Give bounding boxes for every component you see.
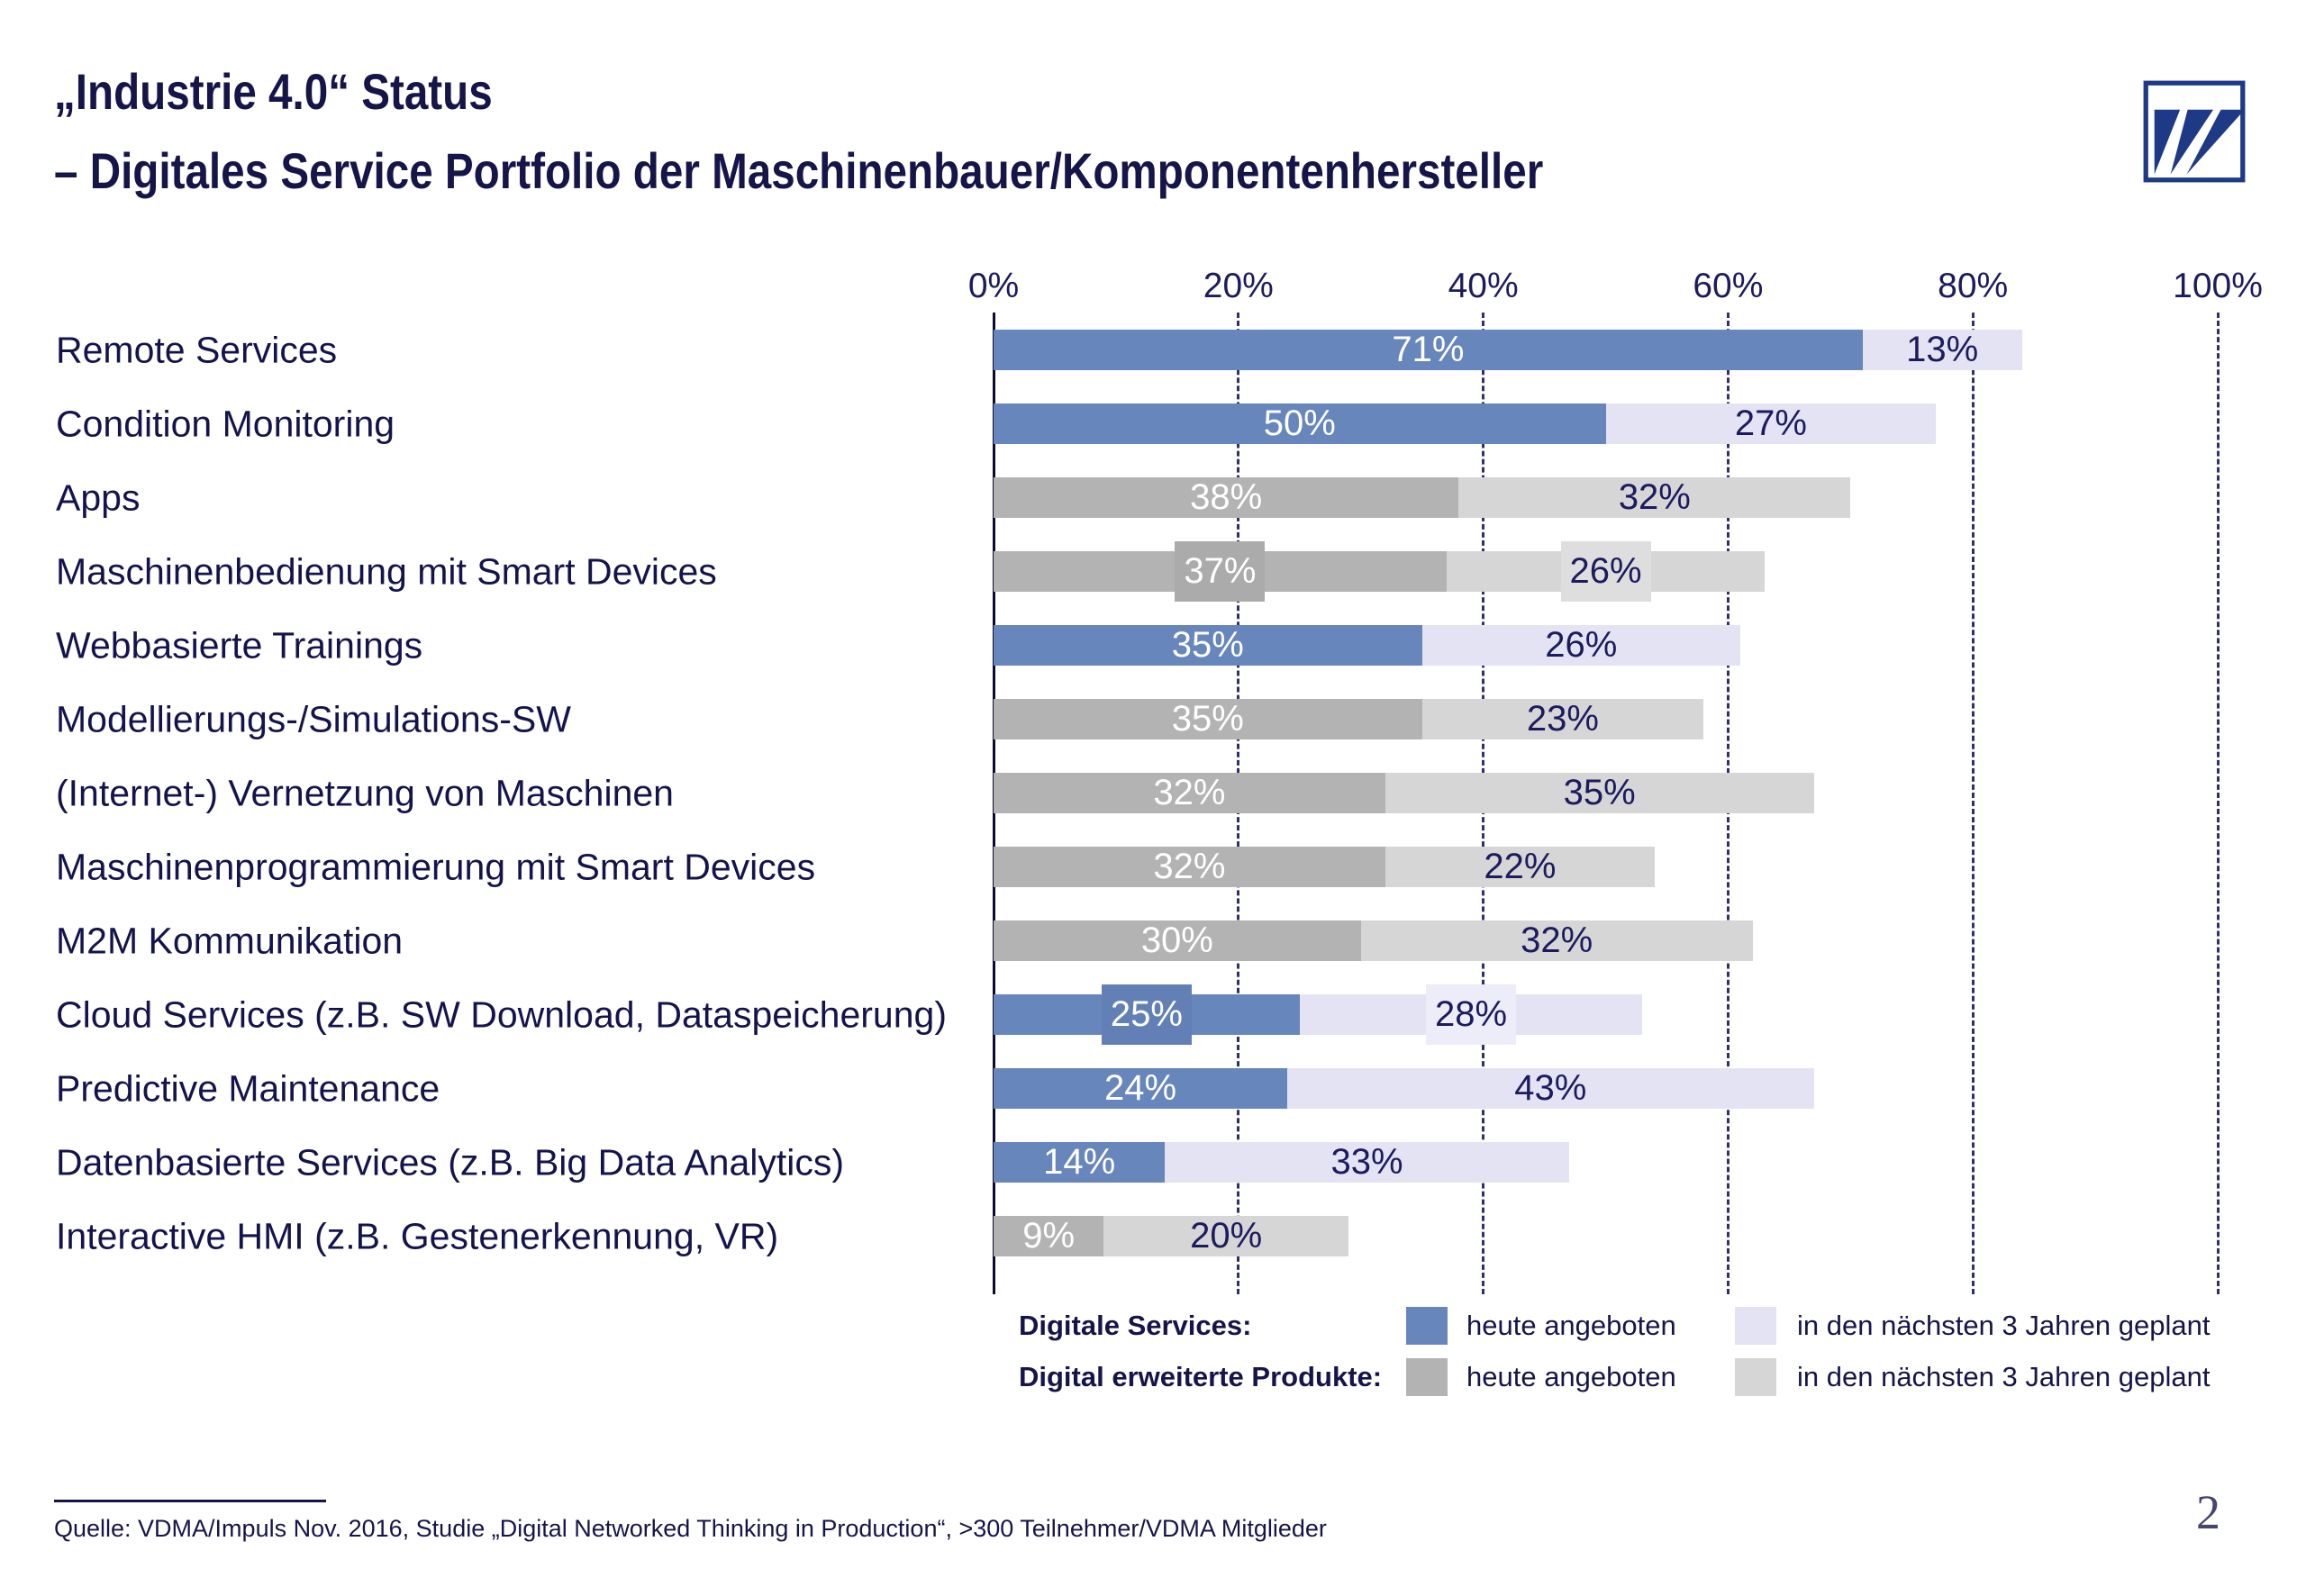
category-label: Maschinenprogrammierung mit Smart Device…	[56, 846, 816, 887]
bar-segment-planned	[1421, 625, 1740, 666]
bar-segment-planned	[1103, 1216, 1349, 1256]
bar-value-label-today: 35%	[1171, 625, 1244, 665]
legend-swatch	[1735, 1358, 1776, 1396]
legend-swatch	[1735, 1307, 1776, 1345]
legend-item-label: heute angeboten	[1466, 1310, 1676, 1341]
bar-segment-planned	[1421, 699, 1704, 739]
bar-value-label-today: 25%	[1110, 994, 1183, 1034]
bar-segment-today	[994, 1068, 1288, 1109]
bar-segment-planned	[1862, 330, 2022, 370]
category-label: Predictive Maintenance	[56, 1067, 440, 1109]
bar-segment-today	[994, 1216, 1104, 1256]
bar-segment-today	[994, 477, 1459, 518]
slide-title-line2: – Digitales Service Portfolio der Maschi…	[54, 142, 1544, 199]
category-label: Maschinenbedienung mit Smart Devices	[56, 550, 717, 592]
bar-value-label-today: 9%	[1022, 1216, 1076, 1256]
bar-value-label-planned: 43%	[1514, 1068, 1587, 1108]
bar-value-label-planned: 32%	[1618, 477, 1691, 517]
bar-value-label-planned: 22%	[1484, 847, 1557, 886]
data-label-box-today	[1175, 541, 1266, 602]
legend-group-label: Digitale Services:	[1019, 1310, 1252, 1341]
bar-segment-today	[994, 920, 1361, 961]
bar-value-label-today: 30%	[1140, 920, 1213, 960]
bar-value-label-today: 71%	[1392, 330, 1465, 369]
legend-swatch	[1406, 1307, 1448, 1345]
bar-segment-planned	[1458, 477, 1851, 518]
bar-segment-planned	[1165, 1142, 1569, 1183]
category-label: Cloud Services (z.B. SW Download, Datasp…	[56, 993, 947, 1035]
category-label: (Internet-) Vernetzung von Maschinen	[56, 772, 674, 813]
bar-segment-planned	[1385, 847, 1655, 887]
bar-segment-today	[994, 847, 1385, 887]
bar-segment-today	[994, 625, 1422, 666]
data-label-box-today	[1101, 984, 1192, 1045]
bar-value-label-today: 50%	[1263, 404, 1336, 443]
bar-segment-today	[994, 699, 1422, 739]
legend-item-label: heute angeboten	[1466, 1361, 1676, 1392]
bar-value-label-planned: 20%	[1190, 1216, 1263, 1256]
bar-value-label-planned: 13%	[1906, 330, 1979, 369]
vdma-logo	[2143, 80, 2246, 183]
gridline-80%	[1971, 313, 1975, 1294]
axis-tick-label: 60%	[1693, 267, 1764, 305]
bar-value-label-today: 35%	[1171, 699, 1244, 739]
bar-value-label-planned: 27%	[1734, 404, 1807, 443]
category-label: Remote Services	[56, 329, 338, 370]
bar-value-label-today: 24%	[1104, 1068, 1177, 1108]
bar-value-label-planned: 32%	[1521, 920, 1593, 960]
category-label: Modellierungs-/Simulations-SW	[56, 698, 571, 739]
bar-value-label-today: 32%	[1153, 847, 1226, 886]
slide-title: „Industrie 4.0“ Status – Digitales Servi…	[54, 52, 1543, 211]
category-label: Datenbasierte Services (z.B. Big Data An…	[56, 1141, 845, 1183]
bar-segment-planned	[1605, 404, 1937, 444]
bar-value-label-planned: 28%	[1434, 994, 1508, 1034]
bar-segment-today	[994, 330, 1863, 370]
category-label: Apps	[56, 476, 141, 518]
category-label: Webbasierte Trainings	[56, 624, 423, 666]
source-note: Quelle: VDMA/Impuls Nov. 2016, Studie „D…	[54, 1515, 1327, 1542]
legend-group-label: Digital erweiterte Produkte:	[1019, 1361, 1383, 1392]
gridline-100%	[2216, 313, 2220, 1294]
bar-segment-today	[994, 404, 1606, 444]
bar-segment-planned	[1360, 920, 1753, 961]
footer-divider	[54, 1500, 326, 1502]
category-label: Condition Monitoring	[56, 403, 395, 444]
bar-value-label-planned: 26%	[1545, 625, 1618, 665]
legend-item-label: in den nächsten 3 Jahren geplant	[1797, 1310, 2211, 1341]
page-number: 2	[2196, 1485, 2220, 1539]
bar-value-label-today: 37%	[1184, 551, 1257, 591]
axis-tick-label: 80%	[1938, 267, 2009, 305]
legend-item-label: in den nächsten 3 Jahren geplant	[1797, 1361, 2211, 1392]
bar-value-label-today: 38%	[1190, 477, 1263, 517]
data-label-box-planned	[1426, 984, 1516, 1045]
slide-title-line1: „Industrie 4.0“ Status	[54, 63, 493, 120]
bar-value-label-today: 32%	[1153, 773, 1226, 812]
bar-value-label-today: 14%	[1043, 1142, 1116, 1182]
bar-segment-planned	[1287, 1068, 1814, 1109]
bar-segment-today	[994, 773, 1385, 813]
axis-tick-label: 0%	[967, 267, 1020, 305]
category-label: M2M Kommunikation	[56, 920, 404, 961]
legend-swatch	[1406, 1358, 1448, 1396]
category-label: Interactive HMI (z.B. Gestenerkennung, V…	[56, 1215, 779, 1256]
bar-value-label-planned: 35%	[1563, 773, 1636, 812]
bar-segment-today	[994, 1142, 1166, 1183]
bar-value-label-planned: 23%	[1526, 699, 1599, 739]
data-label-box-planned	[1560, 541, 1651, 602]
bar-segment-planned	[1385, 773, 1814, 813]
axis-tick-label: 40%	[1448, 267, 1519, 305]
bar-value-label-planned: 26%	[1569, 551, 1642, 591]
bar-value-label-planned: 33%	[1330, 1142, 1403, 1182]
axis-tick-label: 100%	[2173, 267, 2263, 305]
axis-tick-label: 20%	[1203, 267, 1274, 305]
